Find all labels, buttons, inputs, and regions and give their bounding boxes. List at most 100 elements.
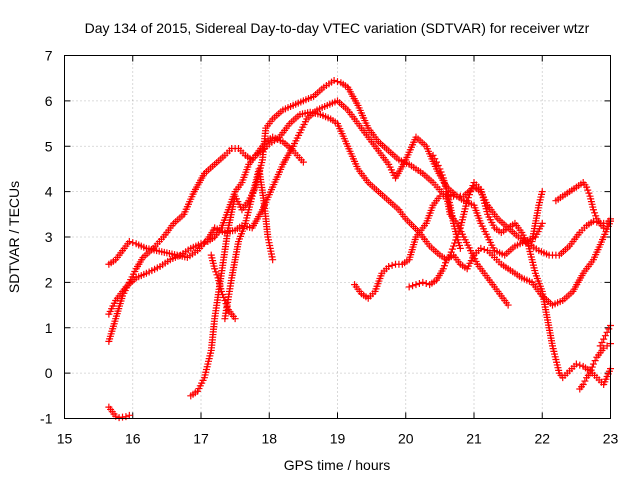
data-point-interp — [591, 357, 599, 365]
data-point-interp — [129, 239, 137, 247]
data-point-interp — [212, 268, 220, 276]
data-point-interp — [598, 338, 606, 346]
data-markers — [105, 76, 614, 422]
data-point — [603, 328, 611, 336]
data-point-interp — [468, 185, 476, 193]
x-tick-label: 23 — [603, 431, 619, 447]
series-track-f — [207, 251, 239, 323]
data-point — [446, 251, 454, 259]
data-point-interp — [440, 262, 448, 270]
y-tick-label: 1 — [45, 320, 53, 336]
x-tick-label: 17 — [193, 431, 209, 447]
y-tick-label: 4 — [45, 184, 53, 200]
series-track-i — [429, 151, 464, 252]
data-point-interp — [601, 332, 609, 340]
data-point — [405, 283, 413, 291]
data-point — [125, 238, 133, 246]
data-point-interp — [388, 261, 396, 269]
data-point — [197, 240, 205, 248]
data-point — [429, 151, 437, 159]
data-point-interp — [591, 209, 599, 217]
data-point — [589, 206, 597, 214]
y-tick-label: 7 — [45, 48, 53, 64]
x-axis-label: GPS time / hours — [284, 457, 391, 473]
data-point-interp — [587, 366, 595, 374]
data-point-interp — [222, 300, 230, 308]
data-point — [456, 244, 464, 252]
series-track-e — [221, 165, 277, 323]
data-point-interp — [437, 168, 445, 176]
data-point — [217, 287, 225, 295]
series-track-h — [405, 179, 614, 388]
data-point-interp — [588, 363, 596, 371]
x-tick-label: 15 — [57, 431, 73, 447]
data-point — [538, 188, 546, 196]
data-point — [579, 380, 587, 388]
data-point-interp — [219, 290, 227, 298]
y-tick-label: 6 — [45, 93, 53, 109]
data-point — [589, 360, 597, 368]
data-point — [299, 158, 307, 166]
data-point — [122, 413, 130, 421]
data-point — [572, 360, 580, 368]
series-track-n — [105, 403, 133, 422]
data-point — [439, 265, 447, 273]
series-track-c — [105, 133, 307, 345]
data-point — [412, 281, 420, 289]
x-tick-label: 18 — [261, 431, 277, 447]
data-point — [125, 411, 133, 419]
data-point-interp — [464, 194, 472, 202]
data-point — [600, 224, 608, 232]
data-point-interp — [592, 212, 600, 220]
data-point-interp — [213, 271, 221, 279]
data-point — [450, 242, 458, 250]
chart-title: Day 134 of 2015, Sidereal Day-to-day VTE… — [85, 20, 590, 36]
y-tick-label: 3 — [45, 229, 53, 245]
data-point — [596, 342, 604, 350]
y-tick-label: 5 — [45, 138, 53, 154]
data-point-interp — [448, 245, 456, 253]
data-point — [586, 369, 594, 377]
data-point — [467, 188, 475, 196]
x-tick-label: 19 — [330, 431, 346, 447]
data-point — [538, 219, 546, 227]
data-point-interp — [581, 377, 589, 385]
data-point-interp — [455, 227, 463, 235]
y-tick-label: 0 — [45, 365, 53, 381]
data-point-interp — [585, 189, 593, 197]
data-point-interp — [220, 294, 228, 301]
data-point — [231, 315, 239, 323]
x-tick-label: 20 — [398, 431, 414, 447]
data-point-interp — [334, 78, 341, 86]
data-point — [477, 244, 485, 252]
data-point-interp — [469, 182, 477, 190]
data-point-interp — [438, 171, 446, 179]
data-point-interp — [576, 361, 584, 369]
data-point — [385, 262, 393, 270]
data-point-interp — [584, 186, 592, 194]
data-point — [221, 297, 229, 305]
series-track-j — [528, 188, 546, 246]
y-tick-label: 2 — [45, 274, 53, 290]
y-axis-label: SDTVAR / TECUs — [6, 181, 22, 293]
data-point — [583, 183, 591, 191]
data-point-interp — [200, 239, 208, 247]
data-point — [436, 165, 444, 173]
data-point-interp — [447, 248, 455, 256]
data-point-interp — [442, 259, 450, 267]
data-point — [211, 265, 219, 273]
series-track-k — [552, 179, 608, 232]
data-point-interp — [223, 303, 231, 311]
x-tick-label: 21 — [466, 431, 482, 447]
data-point — [330, 76, 338, 84]
data-point — [600, 335, 608, 343]
data-point-interp — [465, 191, 473, 199]
data-point — [269, 256, 277, 264]
data-point-interp — [480, 245, 488, 253]
data-point-interp — [409, 282, 417, 290]
data-point-interp — [415, 280, 423, 288]
data-point-interp — [431, 155, 439, 163]
